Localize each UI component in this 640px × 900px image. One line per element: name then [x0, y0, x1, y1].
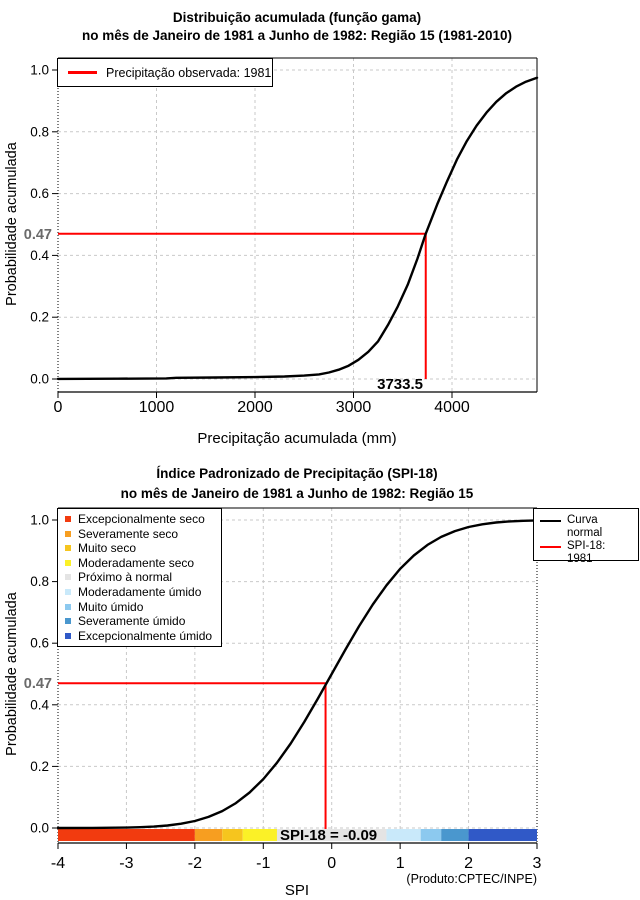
y-tick-label: 0.4 — [30, 248, 49, 263]
x-tick-label: -4 — [51, 855, 65, 872]
spi-line-legend: Curva normal SPI-18: 1981 — [533, 508, 639, 565]
legend-item-moderadamente-seco: Moderadamente seco — [65, 555, 217, 570]
chart1-y-axis-title: Probabilidade acumulada — [4, 141, 20, 306]
category-color-swatch — [65, 545, 71, 552]
category-color-swatch — [65, 530, 71, 537]
x-tick-label: 0 — [54, 399, 63, 416]
legend-item-muito-seco: Muito seco — [65, 541, 217, 556]
spi-category-bar-segment — [242, 829, 277, 841]
y-tick-label: 0.8 — [30, 574, 49, 589]
legend-item-muito-umido: Muito úmido — [65, 599, 217, 614]
y-tick-label: 0.8 — [30, 124, 49, 139]
chart1-legend: Precipitação observada: 1981 — [57, 58, 273, 87]
spi-category-bar-segment — [194, 829, 223, 841]
spi-category-bar-segment — [58, 829, 195, 841]
category-color-swatch — [65, 618, 71, 625]
legend-item-severamente-seco: Severamente seco — [65, 526, 217, 541]
spi18-line-swatch — [540, 546, 561, 548]
spi-category-bar-segment — [468, 829, 537, 841]
y-tick-label: 0.2 — [30, 310, 49, 325]
x-tick-label: 1 — [396, 855, 405, 872]
x-tick-label: 3000 — [336, 399, 372, 416]
category-label: Excepcionalmente úmido — [78, 628, 213, 643]
cdf-curve — [56, 519, 539, 830]
y-tick-label: 0.6 — [30, 636, 49, 651]
spi-category-bar-segment — [276, 829, 387, 841]
y-tick-label: 0.0 — [30, 821, 49, 836]
chart1-probability-annotation: 0.47 — [24, 227, 52, 243]
category-label: Excepcionalmente seco — [78, 512, 205, 527]
spi-category-bar-segment — [222, 829, 243, 841]
observed-precip-legend-label: Precipitação observada: 1981 — [106, 65, 272, 80]
category-label: Moderadamente úmido — [78, 585, 202, 599]
x-tick-label: 2 — [464, 855, 473, 872]
chart2-probability-annotation: 0.47 — [24, 676, 52, 692]
category-label: Moderadamente seco — [78, 555, 195, 570]
x-tick-label: -3 — [119, 855, 133, 872]
chart2-y-axis-title: Probabilidade acumulada — [4, 591, 20, 756]
spi18-legend-label: SPI-18: 1981 — [567, 540, 606, 565]
category-color-swatch — [65, 516, 71, 523]
category-label: Severamente seco — [78, 526, 179, 541]
x-tick-label: -1 — [256, 855, 270, 872]
category-color-swatch — [65, 589, 71, 595]
spi-category-legend: Excepcionalmente seco Severamente seco M… — [57, 508, 222, 647]
chart2-title: Índice Padronizado de Precipitação (SPI-… — [156, 466, 437, 481]
credit-label: (Produto:CPTEC/INPE) — [406, 872, 537, 886]
chart1-x-axis-title: Precipitação acumulada (mm) — [197, 430, 396, 447]
category-color-swatch — [65, 559, 71, 566]
normal-curve-line-swatch — [540, 520, 561, 522]
spi-value-annotation: SPI-18 = -0.09 — [280, 827, 377, 844]
chart1-subtitle: no mês de Janeiro de 1981 a Junho de 198… — [82, 28, 512, 43]
category-color-swatch — [65, 574, 71, 581]
legend-item-excepcionalmente-umido: Excepcionalmente úmido — [65, 628, 217, 643]
legend-item-curva-normal: Curva normal — [540, 514, 634, 540]
gamma-cdf-generated: 0.0 0.2 0.4 0.6 0.8 1.0 0 1000 2000 3000 4000 — [30, 57, 539, 416]
x-tick-label: 2000 — [237, 399, 273, 416]
legend-item-spi18-1981: SPI-18: 1981 — [540, 540, 634, 566]
gamma-cdf-plot: 0.0 0.2 0.4 0.6 0.8 1.0 0 1000 2000 3000 4000 Dist… — [4, 10, 539, 447]
y-tick-label: 0.2 — [30, 759, 49, 774]
category-label: Severamente úmido — [78, 614, 186, 629]
spi-category-bar-segment — [386, 829, 421, 841]
cdf-curve — [56, 76, 539, 381]
y-tick-label: 0.4 — [30, 697, 49, 712]
y-tick-label: 0.0 — [30, 372, 49, 387]
category-label: Próximo à normal — [78, 570, 173, 585]
category-color-swatch — [65, 603, 71, 610]
legend-item-excepcionalmente-seco: Excepcionalmente seco — [65, 512, 217, 527]
spi-category-bar-segment — [441, 829, 469, 841]
x-tick-label: 1000 — [139, 399, 175, 416]
category-label: Muito seco — [78, 541, 137, 556]
chart2-x-axis-title: SPI — [285, 882, 309, 899]
x-tick-label: 4000 — [434, 399, 470, 416]
x-tick-label: 3 — [533, 855, 542, 872]
y-tick-label: 1.0 — [30, 63, 49, 78]
normal-curve-legend-label: Curva normal — [567, 514, 603, 539]
category-label: Muito úmido — [78, 599, 144, 614]
y-tick-label: 0.6 — [30, 186, 49, 201]
x-tick-label: 0 — [327, 855, 336, 872]
legend-item-severamente-umido: Severamente úmido — [65, 614, 217, 629]
chart2-subtitle: no mês de Janeiro de 1981 a Junho de 198… — [121, 486, 474, 501]
legend-item-proximo-a-normal: Próximo à normal — [65, 570, 217, 585]
observed-precip-line-swatch — [68, 71, 97, 74]
category-color-swatch — [65, 632, 71, 639]
chart1-value-annotation: 3733.5 — [377, 376, 423, 393]
spi-category-bar-segment — [420, 829, 442, 841]
legend-item-moderadamente-umido: Moderadamente úmido — [65, 585, 217, 599]
x-tick-label: -2 — [188, 855, 202, 872]
chart1-title: Distribuição acumulada (função gama) — [173, 10, 421, 25]
y-tick-label: 1.0 — [30, 513, 49, 528]
